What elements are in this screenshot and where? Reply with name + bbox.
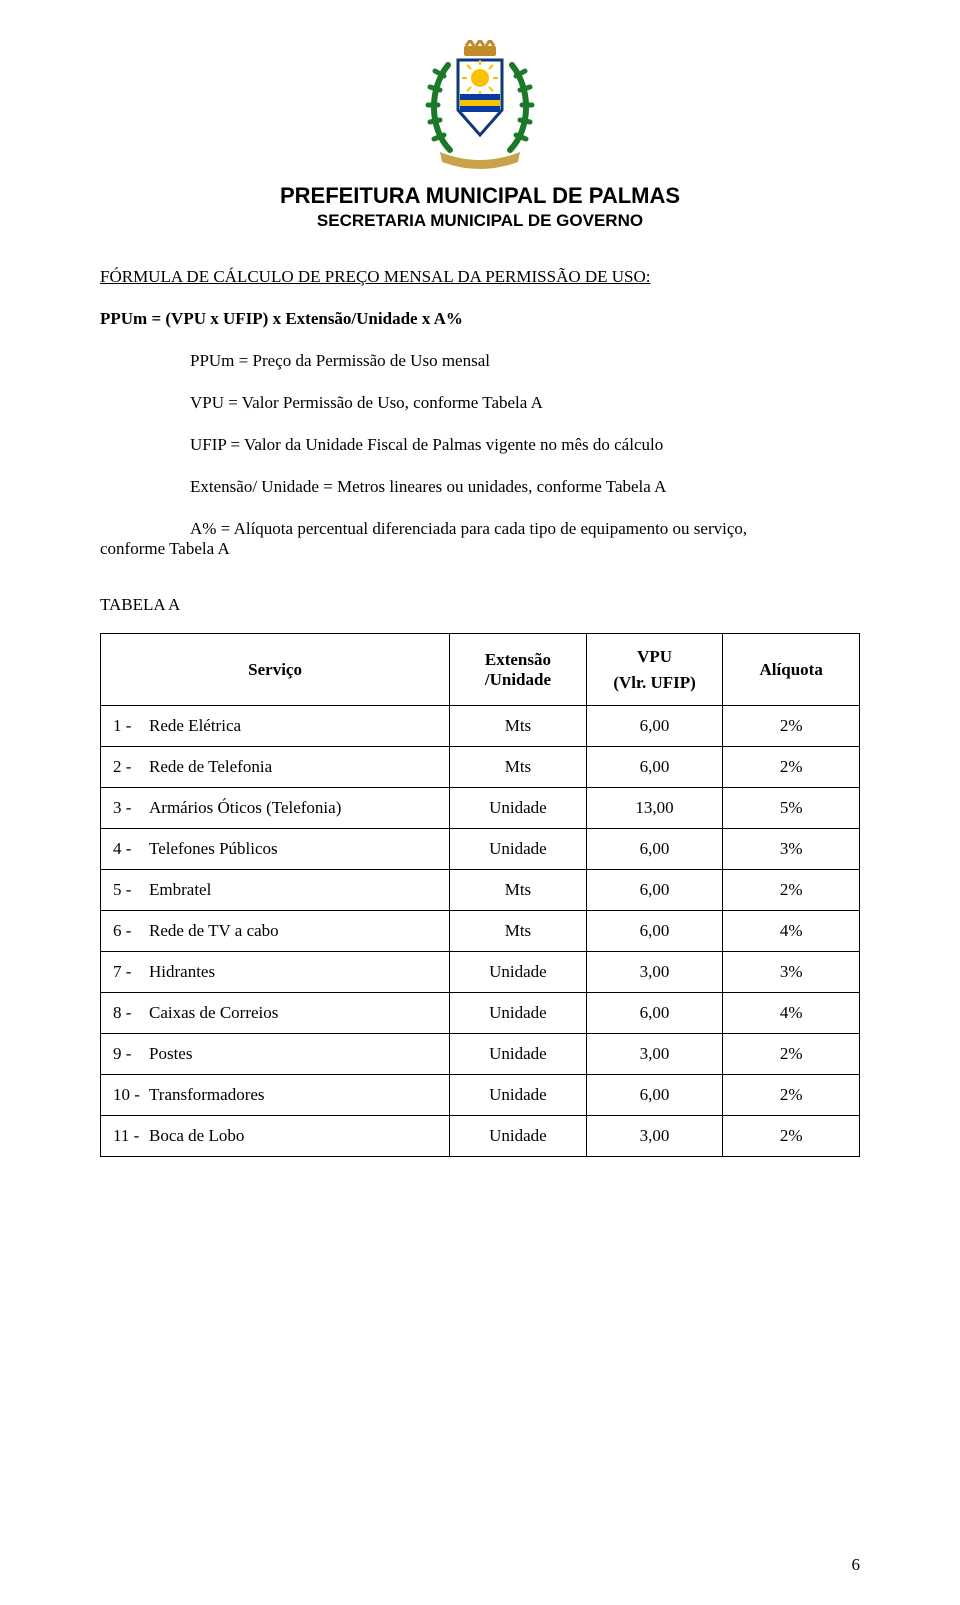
th-extensao: Extensão /Unidade [450, 634, 587, 706]
row-num: 9 - [113, 1044, 149, 1064]
row-num: 3 - [113, 798, 149, 818]
table-body: 1 -Rede Elétrica Mts 6,00 2% 2 -Rede de … [101, 706, 860, 1157]
table-row: 7 -Hidrantes Unidade 3,00 3% [101, 952, 860, 993]
formula-line: PPUm = (VPU x UFIP) x Extensão/Unidade x… [100, 309, 860, 329]
row-servico: Telefones Públicos [149, 839, 278, 858]
row-ext: Mts [450, 706, 587, 747]
section-heading: FÓRMULA DE CÁLCULO DE PREÇO MENSAL DA PE… [100, 267, 860, 287]
row-servico: Embratel [149, 880, 211, 899]
row-servico: Hidrantes [149, 962, 215, 981]
row-vpu: 6,00 [586, 706, 723, 747]
row-servico: Boca de Lobo [149, 1126, 244, 1145]
row-servico: Postes [149, 1044, 192, 1063]
row-servico: Transformadores [149, 1085, 265, 1104]
row-ext: Mts [450, 911, 587, 952]
header-title-sub: SECRETARIA MUNICIPAL DE GOVERNO [100, 211, 860, 231]
row-num: 4 - [113, 839, 149, 859]
tabela-a-table: Serviço Extensão /Unidade VPU (Vlr. UFIP… [100, 633, 860, 1157]
logo-container [100, 40, 860, 175]
row-aliq: 2% [723, 1034, 860, 1075]
row-aliq: 2% [723, 706, 860, 747]
row-num: 2 - [113, 757, 149, 777]
row-aliq: 3% [723, 829, 860, 870]
row-aliq: 2% [723, 1116, 860, 1157]
document-page: PREFEITURA MUNICIPAL DE PALMAS SECRETARI… [0, 0, 960, 1605]
row-vpu: 13,00 [586, 788, 723, 829]
row-ext: Unidade [450, 1034, 587, 1075]
row-vpu: 6,00 [586, 911, 723, 952]
row-ext: Unidade [450, 1116, 587, 1157]
table-row: 8 -Caixas de Correios Unidade 6,00 4% [101, 993, 860, 1034]
definition-vpu: VPU = Valor Permissão de Uso, conforme T… [190, 393, 860, 413]
row-servico: Rede de Telefonia [149, 757, 272, 776]
row-vpu: 6,00 [586, 829, 723, 870]
definition-aliquota-part1: A% = Alíquota percentual diferenciada pa… [190, 519, 860, 539]
row-ext: Unidade [450, 1075, 587, 1116]
table-row: 11 -Boca de Lobo Unidade 3,00 2% [101, 1116, 860, 1157]
th-vpu: VPU (Vlr. UFIP) [586, 634, 723, 706]
row-aliq: 2% [723, 747, 860, 788]
row-aliq: 2% [723, 870, 860, 911]
table-row: 3 -Armários Óticos (Telefonia) Unidade 1… [101, 788, 860, 829]
table-row: 4 -Telefones Públicos Unidade 6,00 3% [101, 829, 860, 870]
row-vpu: 6,00 [586, 870, 723, 911]
row-vpu: 6,00 [586, 1075, 723, 1116]
th-vpu-line2: (Vlr. UFIP) [599, 670, 711, 696]
row-vpu: 3,00 [586, 1034, 723, 1075]
table-row: 1 -Rede Elétrica Mts 6,00 2% [101, 706, 860, 747]
row-servico: Rede de TV a cabo [149, 921, 279, 940]
definition-ufip: UFIP = Valor da Unidade Fiscal de Palmas… [190, 435, 860, 455]
row-servico: Caixas de Correios [149, 1003, 278, 1022]
row-vpu: 3,00 [586, 1116, 723, 1157]
row-num: 5 - [113, 880, 149, 900]
table-header-row: Serviço Extensão /Unidade VPU (Vlr. UFIP… [101, 634, 860, 706]
row-aliq: 5% [723, 788, 860, 829]
row-num: 8 - [113, 1003, 149, 1023]
table-row: 2 -Rede de Telefonia Mts 6,00 2% [101, 747, 860, 788]
row-ext: Unidade [450, 829, 587, 870]
definition-aliquota-part2: conforme Tabela A [100, 539, 860, 559]
row-aliq: 2% [723, 1075, 860, 1116]
row-ext: Mts [450, 870, 587, 911]
row-vpu: 3,00 [586, 952, 723, 993]
tabela-a-label: TABELA A [100, 595, 860, 615]
row-num: 1 - [113, 716, 149, 736]
row-num: 11 - [113, 1126, 149, 1146]
row-vpu: 6,00 [586, 993, 723, 1034]
definition-extensao: Extensão/ Unidade = Metros lineares ou u… [190, 477, 860, 497]
th-vpu-line1: VPU [599, 644, 711, 670]
row-ext: Unidade [450, 993, 587, 1034]
row-num: 6 - [113, 921, 149, 941]
row-vpu: 6,00 [586, 747, 723, 788]
table-row: 9 -Postes Unidade 3,00 2% [101, 1034, 860, 1075]
row-ext: Unidade [450, 788, 587, 829]
th-servico: Serviço [101, 634, 450, 706]
row-num: 7 - [113, 962, 149, 982]
row-servico: Rede Elétrica [149, 716, 241, 735]
page-number: 6 [852, 1555, 861, 1575]
row-aliq: 4% [723, 911, 860, 952]
header-title-main: PREFEITURA MUNICIPAL DE PALMAS [100, 183, 860, 209]
table-row: 10 -Transformadores Unidade 6,00 2% [101, 1075, 860, 1116]
row-ext: Mts [450, 747, 587, 788]
row-ext: Unidade [450, 952, 587, 993]
row-num: 10 - [113, 1085, 149, 1105]
definition-ppum: PPUm = Preço da Permissão de Uso mensal [190, 351, 860, 371]
th-aliquota: Alíquota [723, 634, 860, 706]
table-row: 5 -Embratel Mts 6,00 2% [101, 870, 860, 911]
definitions-block: PPUm = Preço da Permissão de Uso mensal … [100, 351, 860, 539]
header-titles: PREFEITURA MUNICIPAL DE PALMAS SECRETARI… [100, 183, 860, 231]
row-aliq: 3% [723, 952, 860, 993]
row-aliq: 4% [723, 993, 860, 1034]
table-row: 6 -Rede de TV a cabo Mts 6,00 4% [101, 911, 860, 952]
row-servico: Armários Óticos (Telefonia) [149, 798, 341, 817]
municipal-crest-icon [420, 40, 540, 175]
